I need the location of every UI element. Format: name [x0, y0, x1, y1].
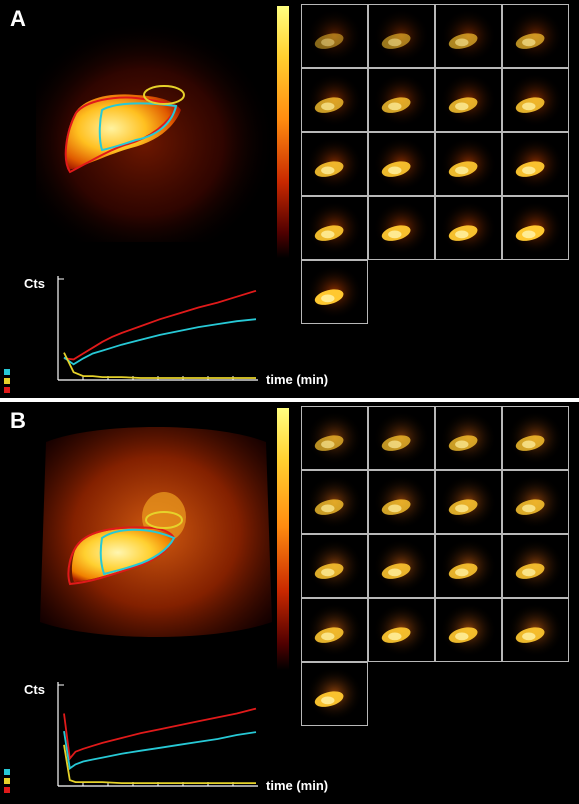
frame-thumbnail	[435, 4, 502, 68]
legend-spleen-swatch	[4, 378, 10, 384]
frame-thumbnail	[502, 68, 569, 132]
frame-thumbnail	[301, 598, 368, 662]
spleen-roi-outline	[143, 85, 185, 105]
frame-thumbnail	[368, 196, 435, 260]
liver-curve	[63, 707, 257, 761]
intensity-colorbar	[277, 6, 289, 258]
frame-thumbnail	[435, 406, 502, 470]
y-axis-label: Cts	[24, 276, 45, 291]
frame-thumbnail	[301, 4, 368, 68]
frame-thumbnail	[368, 598, 435, 662]
legend-liver-swatch	[4, 387, 10, 393]
legend-heart-swatch	[4, 369, 10, 375]
frame-thumbnail	[368, 406, 435, 470]
heart-curve	[63, 318, 257, 366]
intensity-colorbar	[277, 408, 289, 670]
cardiac-uptake	[142, 492, 186, 542]
liver-scan-image	[40, 427, 272, 637]
time-activity-chart: Cts time (min)	[24, 682, 328, 793]
frame-thumbnail	[502, 406, 569, 470]
frame-thumbnail	[502, 534, 569, 598]
dynamic-frames-grid	[301, 406, 569, 726]
heart-roi-outline	[99, 528, 176, 576]
time-activity-chart: Cts time (min)	[24, 276, 328, 387]
frame-thumbnail	[502, 4, 569, 68]
liver-uptake	[71, 528, 174, 582]
frame-thumbnail	[502, 132, 569, 196]
legend-liver-swatch	[4, 787, 10, 793]
frame-thumbnail	[435, 196, 502, 260]
liver-uptake	[65, 94, 181, 170]
frame-thumbnail	[435, 534, 502, 598]
frame-thumbnail	[368, 68, 435, 132]
panel-divider	[0, 398, 579, 402]
frame-thumbnail	[435, 132, 502, 196]
frame-thumbnail	[301, 260, 368, 324]
spleen-roi-outline	[145, 511, 183, 529]
frame-thumbnail	[435, 470, 502, 534]
liver-curve	[63, 289, 257, 361]
frame-thumbnail	[435, 598, 502, 662]
x-axis-label: time (min)	[266, 372, 328, 387]
frame-thumbnail	[301, 662, 368, 726]
frame-thumbnail	[435, 68, 502, 132]
y-axis-label: Cts	[24, 682, 45, 697]
spleen-curve	[63, 744, 256, 784]
panel-label: B	[10, 408, 26, 433]
frame-thumbnail	[301, 132, 368, 196]
liver-roi-outline	[67, 526, 176, 586]
frame-thumbnail	[301, 196, 368, 260]
roi-legend	[4, 769, 12, 796]
roi-legend	[4, 369, 12, 396]
frame-thumbnail	[301, 534, 368, 598]
liver-scan-image	[36, 20, 276, 242]
frame-thumbnail	[368, 470, 435, 534]
frame-thumbnail	[368, 132, 435, 196]
panel-label: A	[10, 6, 26, 31]
dynamic-frames-grid	[301, 4, 569, 324]
panel-b: B Cts time (min)	[0, 402, 579, 803]
frame-thumbnail	[368, 4, 435, 68]
x-axis-label: time (min)	[266, 778, 328, 793]
heart-roi-outline	[98, 102, 178, 152]
frame-thumbnail	[301, 470, 368, 534]
legend-spleen-swatch	[4, 778, 10, 784]
legend-heart-swatch	[4, 769, 10, 775]
liver-roi-outline	[64, 96, 178, 174]
spleen-curve	[63, 352, 256, 379]
heart-curve	[63, 730, 257, 770]
frame-thumbnail	[301, 68, 368, 132]
frame-thumbnail	[502, 470, 569, 534]
frame-thumbnail	[502, 196, 569, 260]
frame-thumbnail	[502, 598, 569, 662]
panel-a: A Cts time (min)	[0, 0, 579, 398]
frame-thumbnail	[301, 406, 368, 470]
frame-thumbnail	[368, 534, 435, 598]
